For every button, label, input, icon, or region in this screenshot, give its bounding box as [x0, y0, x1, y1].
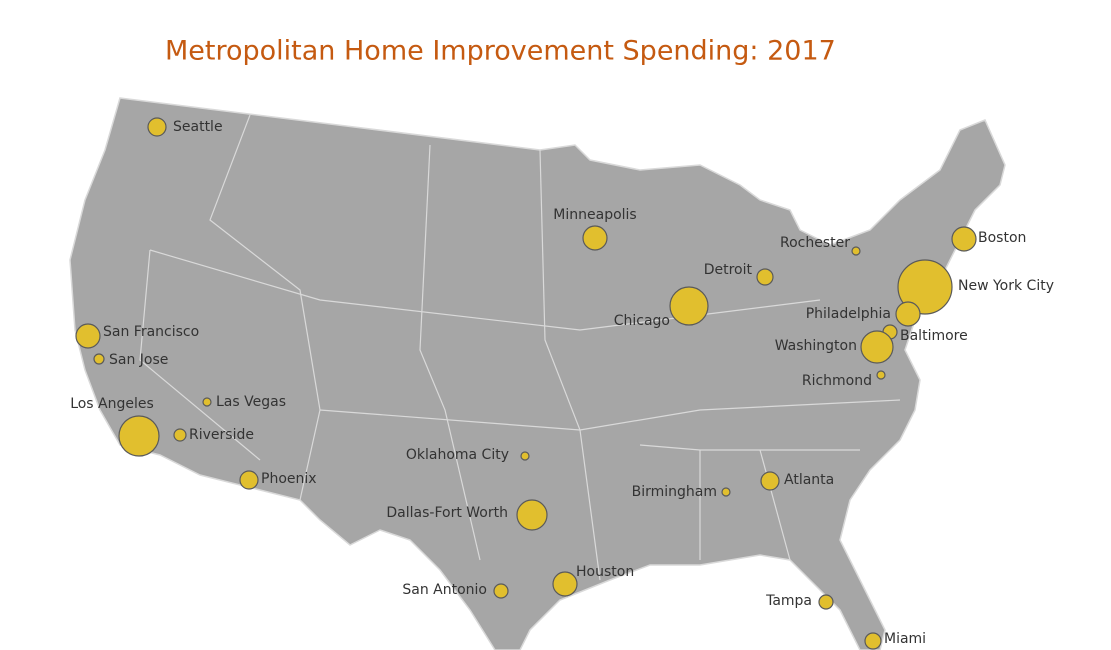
city-label: Philadelphia [806, 306, 891, 322]
city-label: Miami [884, 631, 926, 647]
city-bubble [493, 583, 509, 599]
city-label: Atlanta [784, 472, 834, 488]
city-bubble [860, 330, 894, 364]
city-bubble [897, 259, 953, 315]
city-bubble [756, 268, 774, 286]
city-bubble [876, 370, 886, 380]
city-bubble [721, 487, 731, 497]
city-bubble [516, 499, 548, 531]
us-map [69, 97, 1006, 650]
city-label: Seattle [173, 119, 223, 135]
city-label: Detroit [704, 262, 753, 278]
city-bubble [851, 246, 861, 256]
city-label: Phoenix [261, 471, 317, 487]
city-label: Washington [775, 338, 857, 354]
city-bubble [760, 471, 780, 491]
city-label: Richmond [802, 373, 872, 389]
city-bubble [173, 428, 187, 442]
city-label: Rochester [780, 235, 850, 251]
city-label: Tampa [765, 593, 812, 609]
city-bubble [147, 117, 167, 137]
city-bubble [818, 594, 834, 610]
city-label: Boston [978, 230, 1026, 246]
city-label: Birmingham [632, 484, 717, 500]
city-label: San Francisco [103, 324, 199, 340]
city-bubble [552, 571, 578, 597]
city-label: Riverside [189, 427, 254, 443]
city-bubble [75, 323, 101, 349]
city-bubble [864, 632, 882, 650]
city-label: Los Angeles [70, 396, 154, 412]
city-bubble [239, 470, 259, 490]
city-label: San Jose [109, 352, 168, 368]
city-bubble [520, 451, 530, 461]
city-label: Oklahoma City [406, 447, 509, 463]
city-bubble [118, 415, 160, 457]
city-bubble [93, 353, 105, 365]
city-bubble [669, 286, 709, 326]
city-label: Minneapolis [553, 207, 636, 223]
city-bubble [202, 397, 212, 407]
city-bubble [582, 225, 608, 251]
city-label: Dallas-Fort Worth [386, 505, 508, 521]
city-markers: Seattle Minneapolis Rochester Boston Detroit… [70, 117, 1054, 650]
city-label: Las Vegas [216, 394, 286, 410]
title: Metropolitan Home Improvement Spending: … [165, 36, 836, 67]
city-label: New York City [958, 278, 1054, 294]
city-label: Houston [576, 564, 634, 580]
city-label: San Antonio [402, 582, 487, 598]
city-label: Baltimore [900, 328, 968, 344]
city-label: Chicago [614, 313, 670, 329]
city-bubble [951, 226, 977, 252]
city-bubble [895, 301, 921, 327]
